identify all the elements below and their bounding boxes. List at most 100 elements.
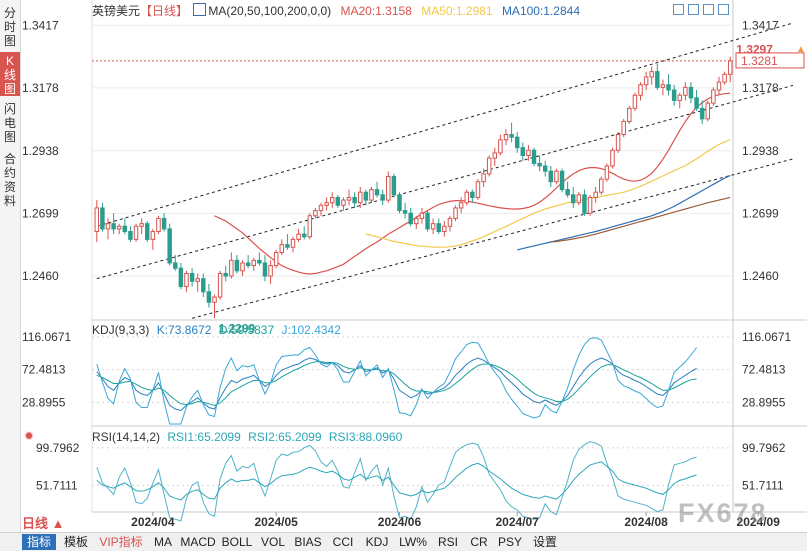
left-tab-bar: 分时图 K线图 闪电图 合约资料 bbox=[0, 0, 21, 532]
candle-body bbox=[716, 81, 722, 91]
kdj-k-value: K:73.8672 bbox=[156, 323, 212, 337]
candle-body bbox=[223, 272, 228, 277]
rsi1-value: RSI1:65.2099 bbox=[167, 430, 241, 444]
indicator-tab-bar: 指标 模板 VIP指标 MA MACD BOLL VOL BIAS CCI KDJ LW% RSI CR… bbox=[0, 532, 807, 551]
price-tick-left: 1.3417 bbox=[22, 18, 59, 32]
indicator-tab[interactable]: CR bbox=[470, 535, 488, 549]
candle-body bbox=[307, 215, 313, 238]
candle-body bbox=[571, 194, 576, 204]
indicator-tab[interactable]: 模板 bbox=[63, 535, 88, 549]
indicator-tab[interactable]: 设置 bbox=[532, 535, 557, 549]
candle-body bbox=[537, 162, 542, 167]
price-tick-left: 1.3178 bbox=[22, 81, 59, 95]
x-tick-label: 2024/08 bbox=[624, 515, 668, 529]
x-tick-label: 2024/06 bbox=[378, 515, 422, 529]
watermark-logo: FX678 bbox=[678, 498, 768, 528]
rsi1-line bbox=[96, 461, 697, 501]
candle-body bbox=[722, 73, 727, 83]
x-tick-label: 2024/04 bbox=[131, 515, 175, 529]
candle-body bbox=[430, 223, 436, 230]
candle-body bbox=[318, 204, 324, 212]
indicator-tab[interactable]: MACD bbox=[180, 535, 216, 549]
candle-body bbox=[587, 196, 593, 214]
indicator-tab[interactable]: BIAS bbox=[294, 535, 322, 549]
tab-contract-info[interactable]: 合约资料 bbox=[4, 152, 17, 208]
candle-body bbox=[492, 152, 498, 159]
kdj-d-line bbox=[96, 361, 697, 406]
candle-body bbox=[173, 262, 178, 269]
indicator-tab[interactable]: VIP指标 bbox=[99, 535, 143, 549]
candle-body bbox=[402, 210, 408, 214]
period-button[interactable]: 日线 ▲ bbox=[22, 516, 65, 531]
candle-body bbox=[453, 207, 458, 219]
crosshair-icon[interactable] bbox=[673, 4, 684, 15]
candle-body bbox=[212, 296, 217, 303]
zoom-in-icon[interactable] bbox=[688, 4, 699, 15]
tab-lightning[interactable]: 闪电图 bbox=[4, 102, 17, 144]
candle-body bbox=[201, 278, 206, 293]
candle-body bbox=[329, 196, 335, 204]
trend-channel bbox=[96, 22, 794, 319]
last-price-box bbox=[735, 52, 805, 69]
candle-body bbox=[290, 238, 296, 248]
candle-body bbox=[627, 107, 632, 122]
candle-body bbox=[167, 228, 172, 264]
tab-kline[interactable]: K线图 bbox=[0, 52, 20, 96]
kdj-tick-right: 116.0671 bbox=[742, 330, 791, 344]
rsi-tick-right: 51.7111 bbox=[742, 478, 784, 492]
price-tick-right: 1.2938 bbox=[742, 144, 779, 158]
candle-body bbox=[671, 89, 677, 101]
indicator-tab[interactable]: BOLL bbox=[221, 535, 253, 549]
indicator-tab[interactable]: LW% bbox=[399, 535, 427, 549]
candle-body bbox=[285, 244, 290, 248]
ma-settings-icon[interactable] bbox=[193, 3, 207, 16]
candle-body bbox=[481, 173, 486, 183]
period-tag: 【日线】 bbox=[140, 4, 189, 18]
x-tick-label: 2024/05 bbox=[254, 515, 298, 529]
price-tick-right: 1.3178 bbox=[742, 81, 779, 95]
indicator-tab[interactable]: RSI bbox=[437, 535, 458, 549]
tab-timeshare[interactable]: 分时图 bbox=[4, 6, 17, 48]
candle-body bbox=[604, 165, 610, 180]
kdj-legend: KDJ(9,3,3) K:73.8672 D:59.5837 J:102.434… bbox=[92, 323, 341, 337]
zoom-out-icon[interactable] bbox=[703, 4, 714, 15]
candle-body bbox=[352, 196, 357, 204]
candle-body bbox=[498, 139, 503, 154]
candle-body bbox=[509, 134, 514, 138]
rsi-label: RSI(14,14,2) bbox=[92, 430, 161, 444]
indicator-tab[interactable]: KDJ bbox=[365, 535, 389, 549]
candle-body bbox=[335, 196, 341, 206]
indicator-tab[interactable]: CCI bbox=[332, 535, 354, 549]
indicator-tab[interactable]: MA bbox=[154, 535, 172, 549]
candle-body bbox=[346, 196, 352, 201]
candle-body bbox=[694, 97, 699, 109]
ma20-value: MA20:1.3158 bbox=[340, 4, 412, 18]
axes: 1.3417 1.3417 1.3178 1.3178 1.2938 1.2938 1.26… bbox=[22, 18, 806, 529]
kdj-tick-right: 28.8955 bbox=[742, 395, 786, 409]
ma100-value: MA100:1.2844 bbox=[501, 4, 580, 18]
chart-canvas[interactable]: 1.3417 1.3417 1.3178 1.3178 1.2938 1.2938 1.26… bbox=[0, 0, 807, 532]
indicator-tab[interactable]: 指标 bbox=[22, 534, 56, 550]
candles bbox=[94, 56, 733, 319]
candle-body bbox=[374, 189, 380, 196]
indicator-tab[interactable]: PSY bbox=[497, 535, 522, 549]
candle-body bbox=[156, 217, 161, 233]
candle-body bbox=[380, 194, 385, 201]
kdj-tick-left: 28.8955 bbox=[22, 395, 66, 409]
price-tick-right: 1.2699 bbox=[742, 206, 779, 220]
candle-body bbox=[705, 102, 711, 120]
candle-body bbox=[576, 194, 582, 204]
ma200-line bbox=[550, 196, 731, 243]
candle-body bbox=[677, 94, 682, 101]
candle-body bbox=[666, 84, 671, 91]
fullscreen-icon[interactable] bbox=[718, 4, 729, 15]
last-price-tag: 1.3281 bbox=[741, 54, 778, 68]
candle-body bbox=[660, 84, 666, 88]
candle-body bbox=[554, 170, 559, 183]
candle-body bbox=[447, 217, 453, 227]
candle-body bbox=[711, 89, 716, 104]
channel-line-bottom bbox=[191, 158, 794, 319]
candle-body bbox=[503, 134, 509, 141]
kdj-tick-left: 72.4813 bbox=[22, 363, 66, 377]
indicator-tab[interactable]: VOL bbox=[260, 535, 285, 549]
